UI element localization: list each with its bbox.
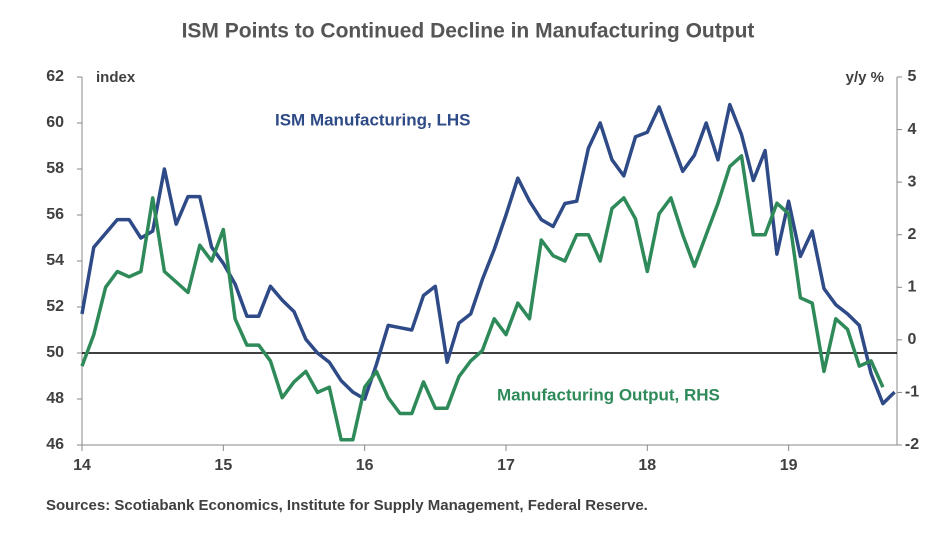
y-tick-label: 50 — [46, 344, 64, 361]
y-tick-label: 60 — [46, 114, 64, 131]
y2-tick-label: -2 — [905, 436, 919, 453]
x-tick-label: 19 — [780, 457, 798, 474]
y-tick-label: 48 — [46, 390, 64, 407]
y2-tick-label: -1 — [905, 384, 919, 401]
source-note: Sources: Scotiabank Economics, Institute… — [46, 497, 648, 514]
y-tick-label: 58 — [46, 160, 64, 177]
y2-tick-label: 3 — [908, 173, 917, 190]
y2-axis-label: y/y % — [846, 69, 884, 86]
y2-tick-label: 2 — [908, 226, 917, 243]
series-label: Manufacturing Output, RHS — [497, 385, 720, 404]
x-tick-label: 14 — [73, 457, 91, 474]
y-tick-label: 46 — [46, 436, 64, 453]
y-tick-label: 54 — [46, 252, 64, 269]
x-tick-label: 16 — [356, 457, 374, 474]
y-tick-label: 62 — [46, 68, 64, 85]
series-line — [80, 102, 896, 406]
x-tick-label: 15 — [214, 457, 232, 474]
y-tick-label: 52 — [46, 298, 64, 315]
y-axis-label: index — [96, 69, 136, 86]
x-tick-label: 18 — [638, 457, 656, 474]
x-tick-label: 17 — [497, 457, 515, 474]
series-line — [80, 154, 885, 442]
y2-tick-label: 1 — [908, 279, 917, 296]
y2-tick-label: 4 — [908, 121, 917, 138]
series-label: ISM Manufacturing, LHS — [275, 110, 471, 129]
y-tick-label: 56 — [46, 206, 64, 223]
chart-title: ISM Points to Continued Decline in Manuf… — [182, 20, 755, 43]
y2-tick-label: 0 — [908, 331, 917, 348]
y2-tick-label: 5 — [908, 68, 917, 85]
